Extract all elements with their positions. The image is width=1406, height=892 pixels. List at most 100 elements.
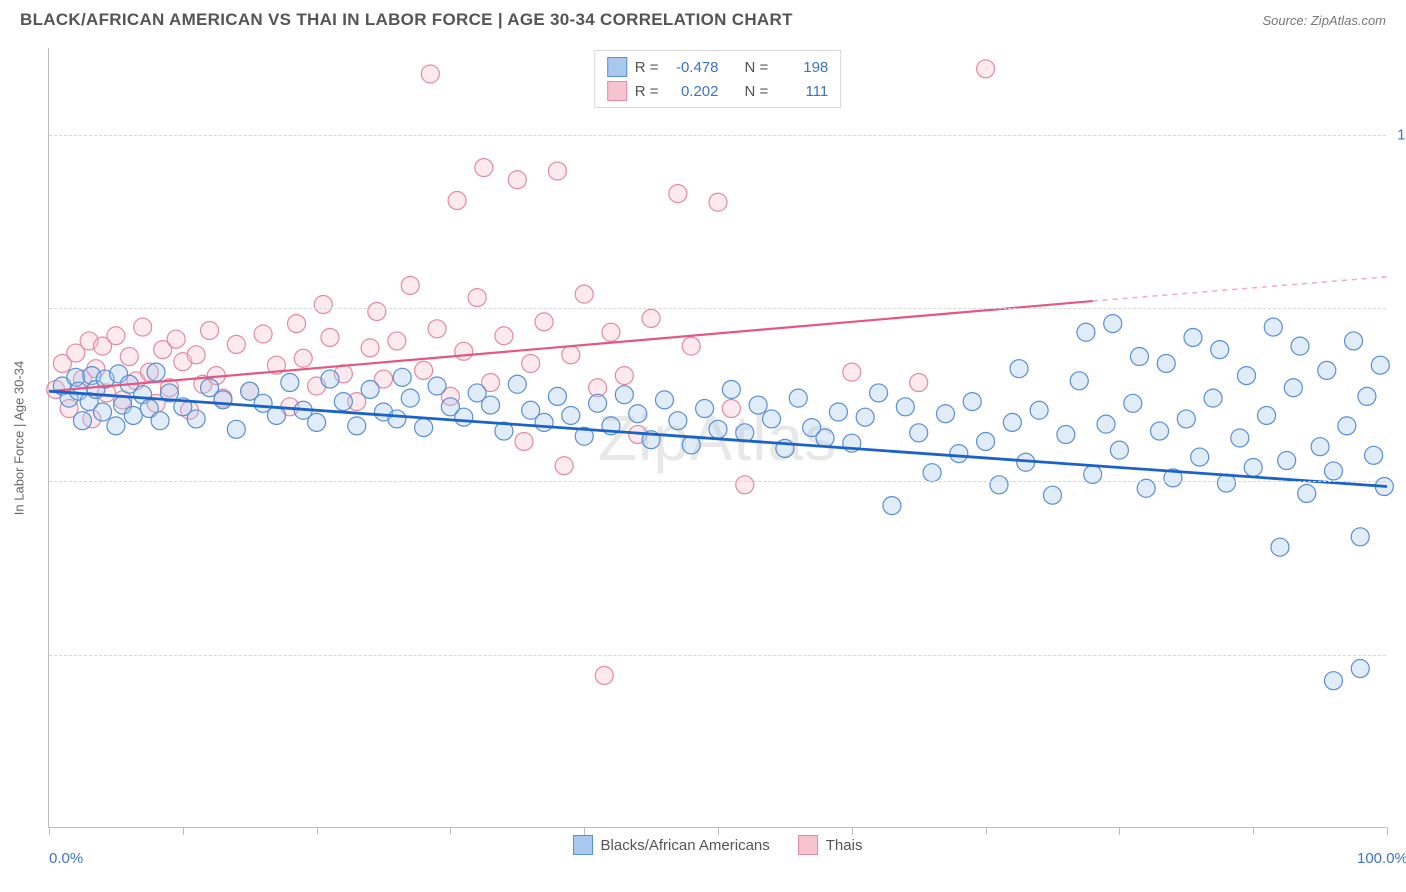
data-point: [508, 375, 526, 393]
r-value-blue: -0.478: [667, 59, 719, 76]
chart-area: In Labor Force | Age 30-34 ZipAtlas R = …: [48, 48, 1386, 828]
data-point: [555, 457, 573, 475]
x-tick: [584, 827, 585, 835]
data-point: [870, 384, 888, 402]
data-point: [629, 405, 647, 423]
data-point: [910, 424, 928, 442]
n-value-blue: 198: [776, 59, 828, 76]
data-point: [495, 327, 513, 345]
legend-row-blue: R = -0.478 N = 198: [607, 55, 829, 79]
data-point: [475, 159, 493, 177]
series-legend: Blacks/African Americans Thais: [573, 835, 863, 855]
data-point: [548, 387, 566, 405]
gridline: [49, 135, 1386, 136]
data-point: [1191, 448, 1209, 466]
x-tick-label: 0.0%: [49, 850, 83, 867]
data-point: [1104, 315, 1122, 333]
data-point: [977, 60, 995, 78]
scatter-plot: [49, 48, 1386, 827]
data-point: [187, 410, 205, 428]
data-point: [709, 193, 727, 211]
data-point: [187, 346, 205, 364]
data-point: [1077, 323, 1095, 341]
data-point: [1177, 410, 1195, 428]
data-point: [1264, 318, 1282, 336]
x-tick: [450, 827, 451, 835]
data-point: [393, 368, 411, 386]
r-label: R =: [635, 59, 659, 76]
data-point: [1311, 438, 1329, 456]
data-point: [468, 289, 486, 307]
data-point: [214, 391, 232, 409]
data-point: [1284, 379, 1302, 397]
data-point: [94, 403, 112, 421]
x-tick: [718, 827, 719, 835]
data-point: [361, 380, 379, 398]
data-point: [288, 315, 306, 333]
data-point: [334, 393, 352, 411]
data-point: [388, 410, 406, 428]
swatch-pink: [798, 835, 818, 855]
data-point: [669, 412, 687, 430]
data-point: [1130, 348, 1148, 366]
y-axis-label: In Labor Force | Age 30-34: [12, 360, 27, 514]
data-point: [548, 162, 566, 180]
data-point: [1318, 361, 1336, 379]
data-point: [709, 420, 727, 438]
data-point: [1003, 413, 1021, 431]
gridline: [49, 655, 1386, 656]
gridline: [49, 481, 1386, 482]
data-point: [107, 417, 125, 435]
trend-line-blue: [49, 391, 1387, 486]
x-tick: [1387, 827, 1388, 835]
data-point: [1298, 484, 1316, 502]
data-point: [124, 406, 142, 424]
data-point: [722, 380, 740, 398]
data-point: [1324, 672, 1342, 690]
data-point: [843, 363, 861, 381]
data-point: [227, 335, 245, 353]
data-point: [1030, 401, 1048, 419]
data-point: [421, 65, 439, 83]
data-point: [977, 432, 995, 450]
data-point: [883, 497, 901, 515]
data-point: [1151, 422, 1169, 440]
data-point: [682, 337, 700, 355]
data-point: [950, 445, 968, 463]
data-point: [368, 302, 386, 320]
data-point: [749, 396, 767, 414]
data-point: [167, 330, 185, 348]
data-point: [120, 348, 138, 366]
data-point: [508, 171, 526, 189]
data-point: [134, 318, 152, 336]
data-point: [562, 406, 580, 424]
legend-item-blue: Blacks/African Americans: [573, 835, 770, 855]
legend-row-pink: R = 0.202 N = 111: [607, 79, 829, 103]
data-point: [595, 666, 613, 684]
x-tick: [183, 827, 184, 835]
data-point: [1157, 354, 1175, 372]
r-label: R =: [635, 83, 659, 100]
swatch-pink: [607, 81, 627, 101]
data-point: [1070, 372, 1088, 390]
data-point: [401, 276, 419, 294]
data-point: [1044, 486, 1062, 504]
x-tick: [317, 827, 318, 835]
data-point: [990, 476, 1008, 494]
data-point: [455, 408, 473, 426]
trend-line-pink-dash: [1093, 277, 1387, 301]
data-point: [1345, 332, 1363, 350]
data-point: [910, 374, 928, 392]
data-point: [1211, 341, 1229, 359]
data-point: [1110, 441, 1128, 459]
data-point: [1351, 660, 1369, 678]
data-point: [1291, 337, 1309, 355]
data-point: [314, 296, 332, 314]
data-point: [1244, 458, 1262, 476]
data-point: [896, 398, 914, 416]
data-point: [73, 412, 91, 430]
r-value-pink: 0.202: [667, 83, 719, 100]
data-point: [308, 413, 326, 431]
data-point: [936, 405, 954, 423]
data-point: [1358, 387, 1376, 405]
